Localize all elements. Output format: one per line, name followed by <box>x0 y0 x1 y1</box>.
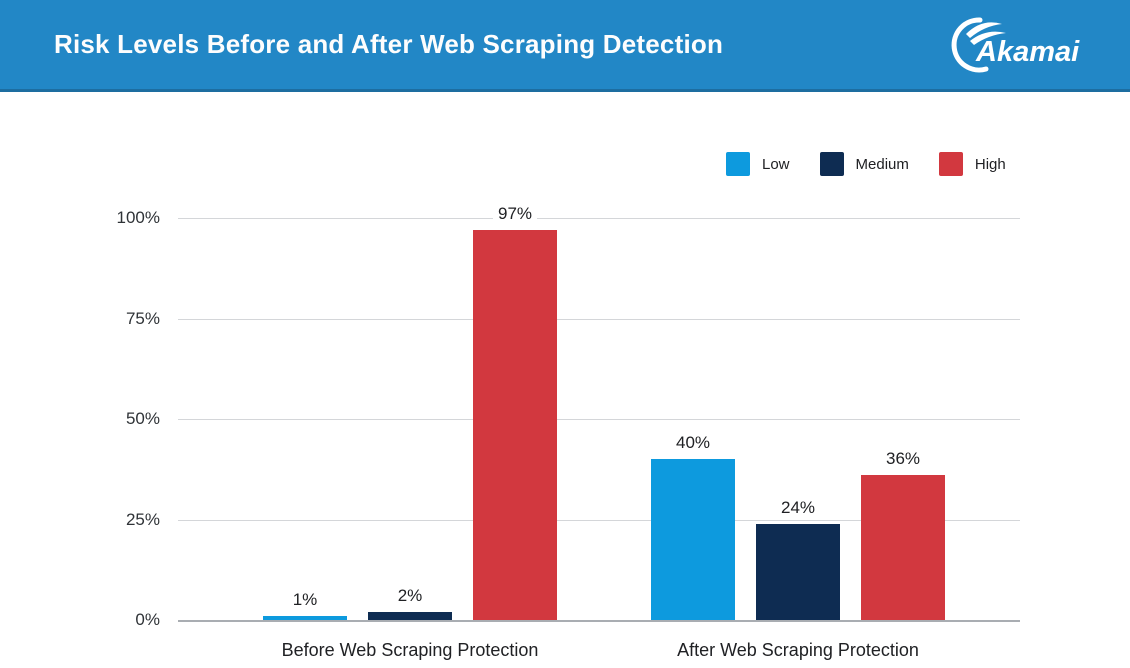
x-axis-label-2: After Web Scraping Protection <box>677 640 919 660</box>
legend-item-high: High <box>938 152 1006 176</box>
akamai-swoosh-icon <box>951 16 1006 72</box>
legend-label-medium: Medium <box>855 155 909 173</box>
bar-value-label-high-1: 97% <box>492 204 538 225</box>
legend-label-low: Low <box>762 155 790 173</box>
bar-medium-2 <box>756 523 840 620</box>
legend-swatch-low <box>726 152 750 176</box>
bar-low-2 <box>651 459 735 620</box>
bar-high-1 <box>473 230 557 620</box>
bar-high-2 <box>861 475 945 620</box>
y-tick-label-25: 25% <box>125 509 160 529</box>
header-bar: Risk Levels Before and After Web Scrapin… <box>0 0 1130 92</box>
bar-value-label-medium-1: 2% <box>392 585 428 606</box>
y-tick-label-0: 0% <box>135 610 160 629</box>
akamai-logo: Akamai <box>951 16 1080 72</box>
chart-legend: Low Medium High <box>726 152 1006 176</box>
bar-value-label-low-1: 1% <box>287 589 323 610</box>
bar-value-label-medium-2: 24% <box>775 497 821 518</box>
bar-low-1 <box>263 615 347 620</box>
legend-swatch-medium <box>819 152 844 176</box>
gridline-75 <box>178 318 1020 320</box>
gridline-100 <box>178 218 1020 219</box>
legend-item-medium: Medium <box>819 152 909 176</box>
gridline-50 <box>178 419 1020 420</box>
legend-item-low: Low <box>726 152 790 176</box>
legend-swatch-high <box>938 152 963 176</box>
x-axis-label-1: Before Web Scraping Protection <box>281 640 539 660</box>
y-tick-label-50: 50% <box>125 409 160 428</box>
bar-value-label-low-2: 40% <box>670 433 716 454</box>
y-tick-label-100: 100% <box>116 208 160 227</box>
bar-medium-1 <box>368 611 452 620</box>
y-tick-label-75: 75% <box>125 308 160 328</box>
page-title: Risk Levels Before and After Web Scrapin… <box>54 29 724 59</box>
gridline-25 <box>178 519 1020 521</box>
gridline-0 <box>178 620 1020 622</box>
akamai-wordmark: Akamai <box>975 36 1080 68</box>
legend-label-high: High <box>974 155 1006 173</box>
bar-value-label-high-2: 36% <box>880 449 926 470</box>
